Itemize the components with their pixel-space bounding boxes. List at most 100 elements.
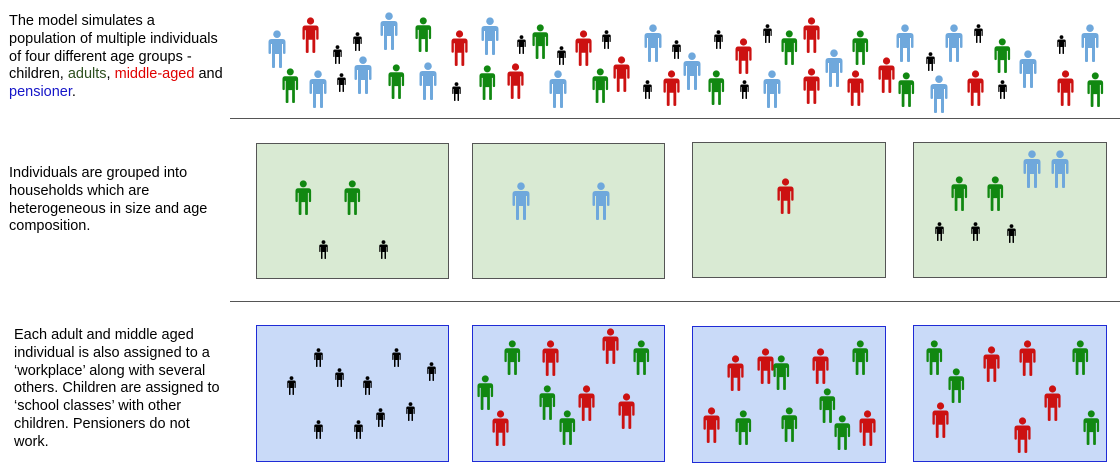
adult-icon (898, 72, 914, 107)
adult-icon (781, 30, 797, 65)
middle-aged-icon (702, 407, 720, 443)
household-box (472, 143, 665, 279)
child-icon (973, 24, 983, 43)
child-icon (451, 82, 461, 101)
divider-top (230, 118, 1120, 119)
middle-aged-icon (982, 346, 1000, 382)
child-icon (405, 402, 415, 421)
adult-icon (781, 407, 797, 442)
child-icon (970, 222, 980, 241)
pensioner-label: pensioner (9, 84, 72, 101)
child-icon (556, 46, 566, 65)
pensioner-icon (825, 49, 843, 87)
adult-icon (477, 375, 493, 410)
child-icon (925, 52, 935, 71)
population-text: The model simulates a population of mult… (9, 13, 218, 83)
middle-aged-icon (1043, 385, 1061, 421)
middle-aged-icon (846, 70, 864, 106)
child-icon (353, 420, 363, 439)
middle-aged-icon (541, 340, 559, 376)
pensioner-icon (763, 70, 781, 108)
middle-aged-icon (802, 68, 820, 104)
adult-icon (479, 65, 495, 100)
and-text: and (194, 66, 223, 83)
child-icon (391, 348, 401, 367)
middle-aged-icon (931, 402, 949, 438)
child-icon (334, 368, 344, 387)
child-icon (286, 376, 296, 395)
workplace-box (913, 325, 1107, 462)
household-box (256, 143, 449, 279)
population-description: The model simulates a population of mult… (9, 13, 224, 102)
middle-aged-icon (491, 410, 509, 446)
period-text: . (71, 84, 76, 101)
school-class-box (256, 325, 449, 462)
child-icon (601, 30, 611, 49)
adult-icon (708, 70, 724, 105)
middle-aged-icon (726, 355, 744, 391)
middle-aged-icon (776, 178, 794, 214)
child-icon (313, 348, 323, 367)
pensioner-icon (930, 75, 948, 113)
child-icon (1056, 35, 1066, 54)
adult-icon (1083, 410, 1099, 445)
pensioner-icon (419, 62, 437, 100)
middle-aged-icon (734, 38, 752, 74)
pensioner-icon (1051, 150, 1069, 188)
pensioner-icon (592, 182, 610, 220)
pensioner-icon (644, 24, 662, 62)
middle-aged-icon (506, 63, 524, 99)
child-icon (739, 80, 749, 99)
adults-label: adults (67, 66, 107, 83)
pensioner-icon (1081, 24, 1099, 62)
middle-aged-icon (802, 17, 820, 53)
pensioner-icon (268, 30, 286, 68)
pensioner-icon (1019, 50, 1037, 88)
pensioner-icon (945, 24, 963, 62)
workplace-description: Each adult and middle aged individual is… (14, 327, 220, 450)
adult-icon (592, 68, 608, 103)
adult-icon (415, 17, 431, 52)
household-box (913, 142, 1107, 278)
divider-bottom (230, 301, 1120, 302)
adult-icon (1087, 72, 1103, 107)
adult-icon (819, 388, 835, 423)
middle-aged-icon (577, 385, 595, 421)
child-icon (378, 240, 388, 259)
middle-aged-icon (301, 17, 319, 53)
middle-aged-icon (811, 348, 829, 384)
middle-aged-icon (756, 348, 774, 384)
child-icon (336, 73, 346, 92)
adult-icon (1072, 340, 1088, 375)
child-icon (516, 35, 526, 54)
adult-icon (773, 355, 789, 390)
adult-icon (559, 410, 575, 445)
adult-icon (951, 176, 967, 211)
adult-icon (852, 30, 868, 65)
middle-aged-label: middle-aged (114, 66, 195, 83)
middle-aged-icon (574, 30, 592, 66)
adult-icon (633, 340, 649, 375)
pensioner-icon (309, 70, 327, 108)
child-icon (762, 24, 772, 43)
adult-icon (735, 410, 751, 445)
pensioner-icon (549, 70, 567, 108)
child-icon (318, 240, 328, 259)
pensioner-icon (1023, 150, 1041, 188)
adult-icon (926, 340, 942, 375)
child-icon (332, 45, 342, 64)
adult-icon (948, 368, 964, 403)
households-description: Individuals are grouped into households … (9, 165, 208, 235)
adult-icon (994, 38, 1010, 73)
pensioner-icon (354, 56, 372, 94)
middle-aged-icon (450, 30, 468, 66)
child-icon (642, 80, 652, 99)
adult-icon (295, 180, 311, 215)
adult-icon (987, 176, 1003, 211)
middle-aged-icon (612, 56, 630, 92)
child-icon (997, 80, 1007, 99)
pensioner-icon (896, 24, 914, 62)
comma-text: , (106, 66, 111, 83)
adult-icon (504, 340, 520, 375)
middle-aged-icon (858, 410, 876, 446)
